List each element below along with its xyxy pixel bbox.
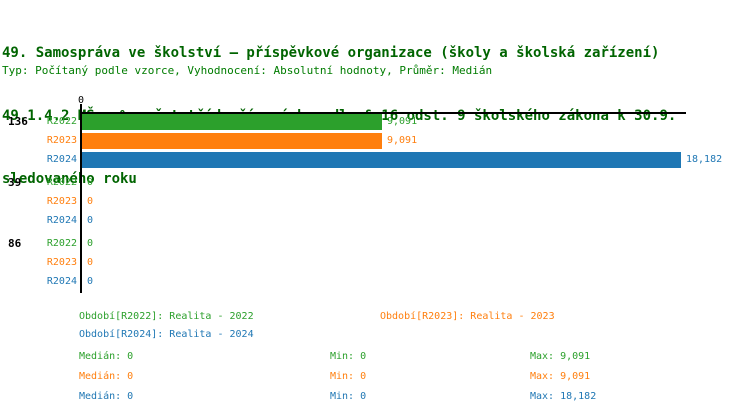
axis-line-horizontal bbox=[80, 112, 686, 114]
bar-value-label: 0 bbox=[87, 276, 94, 287]
series-row-label: R2022 bbox=[46, 238, 77, 249]
bar-value-label: 18,182 bbox=[686, 154, 723, 165]
title-line-1: 49. Samospráva ve školství – příspěvkové… bbox=[2, 45, 660, 61]
chart-meta-line: Typ: Počítaný podle vzorce, Vyhodnocení:… bbox=[2, 64, 493, 77]
group-label: 86 bbox=[8, 237, 22, 250]
stat-median: Medián: 0 bbox=[79, 351, 134, 362]
bar bbox=[82, 133, 382, 149]
stat-min: Min: 0 bbox=[330, 351, 367, 362]
bar-value-label: 9,091 bbox=[387, 116, 418, 127]
series-row-label: R2024 bbox=[46, 154, 77, 165]
bar-value-label: 0 bbox=[87, 215, 94, 226]
group-label: 39 bbox=[8, 176, 22, 189]
stat-max: Max: 9,091 bbox=[530, 371, 591, 382]
bar-value-label: 0 bbox=[87, 238, 94, 249]
legend-entry: Období[R2023]: Realita - 2023 bbox=[380, 311, 555, 322]
series-row-label: R2024 bbox=[46, 215, 77, 226]
axis-tick-zero-label: 0 bbox=[77, 95, 85, 106]
series-row-label: R2024 bbox=[46, 276, 77, 287]
series-row-label: R2022 bbox=[46, 177, 77, 188]
bar-value-label: 9,091 bbox=[387, 135, 418, 146]
group-label: 136 bbox=[8, 115, 28, 128]
stat-min: Min: 0 bbox=[330, 391, 367, 402]
bar-value-label: 0 bbox=[87, 257, 94, 268]
legend-entry: Období[R2024]: Realita - 2024 bbox=[79, 329, 254, 340]
series-row-label: R2023 bbox=[46, 196, 77, 207]
stat-median: Medián: 0 bbox=[79, 391, 134, 402]
title-line-3: sledovaného roku bbox=[2, 171, 137, 187]
stat-median: Medián: 0 bbox=[79, 371, 134, 382]
bar bbox=[82, 114, 382, 130]
series-row-label: R2023 bbox=[46, 135, 77, 146]
series-row-label: R2023 bbox=[46, 257, 77, 268]
bar-value-label: 0 bbox=[87, 196, 94, 207]
legend-entry: Období[R2022]: Realita - 2022 bbox=[79, 311, 254, 322]
stat-min: Min: 0 bbox=[330, 371, 367, 382]
axis-line-vertical bbox=[80, 104, 82, 293]
stat-max: Max: 9,091 bbox=[530, 351, 591, 362]
series-row-label: R2022 bbox=[46, 116, 77, 127]
bar-value-label: 0 bbox=[87, 177, 94, 188]
stat-max: Max: 18,182 bbox=[530, 391, 597, 402]
bar bbox=[82, 152, 681, 168]
